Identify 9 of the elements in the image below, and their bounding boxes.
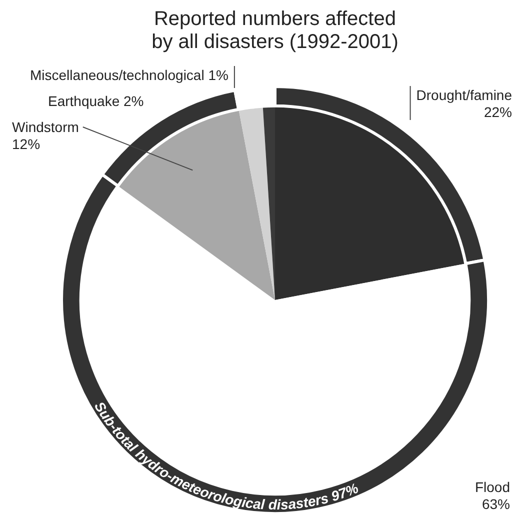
category-label: Miscellaneous/technological 1% — [30, 67, 228, 83]
slice-label: Flood — [474, 479, 510, 495]
slice-label: Windstorm — [12, 119, 79, 135]
slice-label: Drought/famine — [416, 87, 512, 103]
chart-title: Reported numbers affected by all disasters (1992-2001) — [150, 8, 400, 54]
text: 22% — [484, 104, 512, 120]
text: 12% — [12, 136, 40, 152]
text: 63% — [482, 496, 510, 512]
category-label: Earthquake 2% — [48, 93, 144, 109]
